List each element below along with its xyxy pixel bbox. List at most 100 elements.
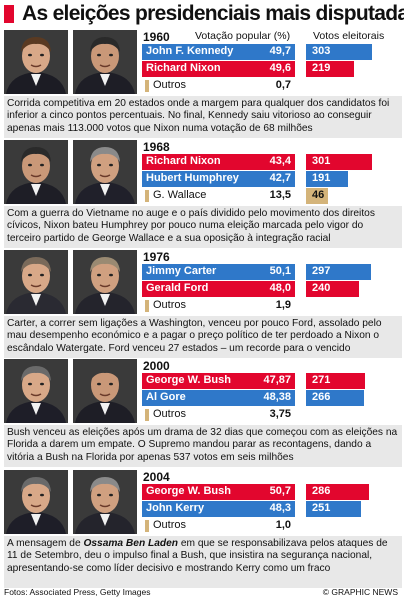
- candidate-photo-right: [73, 250, 137, 314]
- election-1976: 1976 Jimmy Carter 50,1 297 Gerald Ford 48,0 24…: [0, 250, 404, 360]
- electoral-bar: 191: [306, 171, 348, 187]
- election-1968: 1968 Richard Nixon 43,4 301 Hubert Humphrey 4…: [0, 140, 404, 250]
- electoral-bar: 266: [306, 390, 364, 406]
- electoral-vote-value: 271: [312, 374, 331, 386]
- electoral-bar: 251: [306, 501, 361, 517]
- electoral-bar-other: 46: [306, 188, 328, 204]
- other-popular-value: 1,0: [275, 519, 291, 531]
- election-year: 1968: [143, 140, 170, 154]
- electoral-bar: 303: [306, 44, 372, 60]
- candidate-photos: [4, 359, 138, 423]
- election-year: 1960: [143, 30, 170, 44]
- candidate-name: Jimmy Carter: [146, 265, 217, 277]
- candidate-bar: Hubert Humphrey 42,7: [142, 171, 295, 187]
- candidate-photo-left: [4, 140, 68, 204]
- electoral-bar: 240: [306, 281, 359, 297]
- candidate-photos: [4, 140, 138, 204]
- candidate-photos: [4, 250, 138, 314]
- credit: © GRAPHIC NEWS: [322, 587, 398, 597]
- candidate-photo-left: [4, 250, 68, 314]
- candidate-name: Gerald Ford: [146, 282, 209, 294]
- other-popular-value: 1,9: [275, 299, 291, 311]
- other-popular-value: 0,7: [275, 79, 291, 91]
- other-row: Outros 1,0: [142, 518, 295, 534]
- caption: Carter, a correr sem ligações a Washingt…: [4, 316, 402, 358]
- candidate-name: Richard Nixon: [146, 155, 221, 167]
- other-swatch: [145, 190, 149, 202]
- candidate-photo-left: [4, 30, 68, 94]
- popular-vote-value: 50,1: [269, 265, 291, 277]
- election-2000: 2000 George W. Bush 47,87 271 Al Gore 48,38 26…: [0, 359, 404, 469]
- other-name: Outros: [153, 299, 187, 311]
- electoral-vote-value: 297: [312, 265, 331, 277]
- candidate-name: Hubert Humphrey: [146, 172, 239, 184]
- other-name: Outros: [153, 519, 187, 531]
- caption: A mensagem de Ossama Ben Laden em que se…: [4, 536, 402, 588]
- candidate-name: John F. Kennedy: [146, 45, 234, 57]
- electoral-bar: 301: [306, 154, 372, 170]
- caption-emphasis: Ossama Ben Laden: [83, 538, 179, 549]
- photo-source: Fotos: Associated Press, Getty Images: [4, 587, 151, 597]
- popular-vote-value: 48,3: [269, 502, 291, 514]
- other-swatch: [145, 300, 149, 312]
- popular-vote-value: 49,6: [269, 62, 291, 74]
- electoral-bar: 271: [306, 373, 365, 389]
- popular-vote-value: 42,7: [269, 172, 291, 184]
- electoral-bar: 297: [306, 264, 371, 280]
- candidate-photo-right: [73, 140, 137, 204]
- electoral-vote-value: 240: [312, 282, 331, 294]
- candidate-bar: Jimmy Carter 50,1: [142, 264, 295, 280]
- other-row: Outros 1,9: [142, 298, 295, 314]
- candidate-bar: John Kerry 48,3: [142, 501, 295, 517]
- candidate-bar: Al Gore 48,38: [142, 390, 295, 406]
- election-year: 1976: [143, 250, 170, 264]
- other-row: G. Wallace 13,5: [142, 188, 295, 204]
- popular-vote-value: 48,38: [263, 391, 291, 403]
- electoral-vote-value: 251: [312, 502, 331, 514]
- electoral-vote-value: 286: [312, 485, 331, 497]
- other-swatch: [145, 80, 149, 92]
- candidate-name: George W. Bush: [146, 485, 231, 497]
- other-name: G. Wallace: [153, 189, 207, 201]
- candidate-bar: Gerald Ford 48,0: [142, 281, 295, 297]
- candidate-bar: George W. Bush 50,7: [142, 484, 295, 500]
- election-year: 2000: [143, 359, 170, 373]
- candidate-bar: John F. Kennedy 49,7: [142, 44, 295, 60]
- election-year: 2004: [143, 470, 170, 484]
- other-swatch: [145, 409, 149, 421]
- candidate-photos: [4, 30, 138, 94]
- caption: Com a guerra do Vietname no auge e o paí…: [4, 206, 402, 248]
- election-1960: 1960 Votação popular (%) Votos eleitorais J…: [0, 30, 404, 140]
- page-title: As eleições presidenciais mais disputada…: [22, 2, 404, 25]
- candidate-name: John Kerry: [146, 502, 205, 514]
- other-row: Outros 3,75: [142, 407, 295, 423]
- popular-vote-value: 43,4: [269, 155, 291, 167]
- candidate-photo-left: [4, 359, 68, 423]
- electoral-vote-value: 266: [312, 391, 331, 403]
- candidate-bar: Richard Nixon 43,4: [142, 154, 295, 170]
- popular-vote-value: 50,7: [269, 485, 291, 497]
- caption: Bush venceu as eleições após um drama de…: [4, 425, 402, 467]
- popular-vote-value: 48,0: [269, 282, 291, 294]
- popular-vote-value: 47,87: [263, 374, 291, 386]
- candidate-bar: George W. Bush 47,87: [142, 373, 295, 389]
- electoral-vote-value: 191: [312, 172, 331, 184]
- popular-vote-value: 49,7: [269, 45, 291, 57]
- candidate-name: Al Gore: [146, 391, 186, 403]
- other-swatch: [145, 520, 149, 532]
- electoral-bar: 286: [306, 484, 369, 500]
- other-name: Outros: [153, 408, 187, 420]
- footer: Fotos: Associated Press, Getty Images © …: [0, 586, 404, 599]
- candidate-photos: [4, 470, 138, 534]
- electoral-bar: 219: [306, 61, 354, 77]
- popular-vote-header: Votação popular (%): [195, 30, 291, 42]
- title-accent: [4, 5, 14, 23]
- candidate-photo-right: [73, 359, 137, 423]
- electoral-vote-value: 219: [312, 62, 331, 74]
- caption: Corrida competitiva em 20 estados onde a…: [4, 96, 402, 138]
- electoral-vote-header: Votos eleitorais: [313, 30, 385, 42]
- candidate-photo-right: [73, 470, 137, 534]
- other-row: Outros 0,7: [142, 78, 295, 94]
- other-popular-value: 13,5: [269, 189, 291, 201]
- other-popular-value: 3,75: [269, 408, 291, 420]
